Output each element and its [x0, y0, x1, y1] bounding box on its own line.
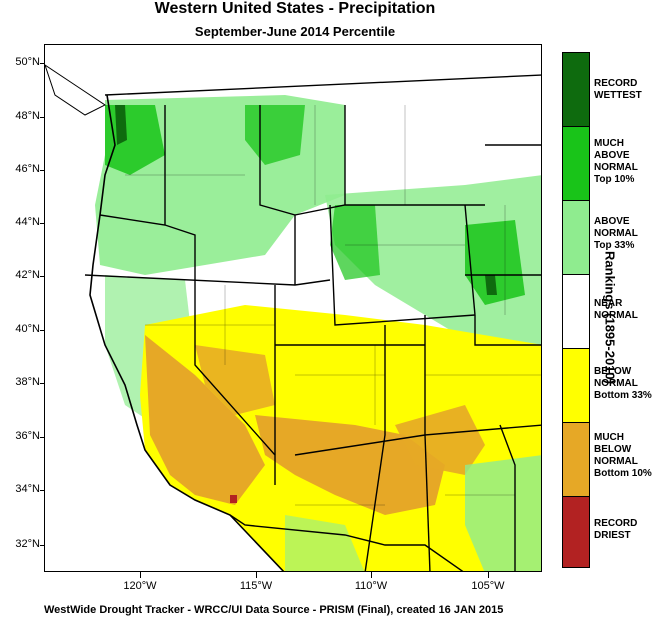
lat-tick — [40, 383, 46, 384]
lat-tick — [40, 545, 46, 546]
legend-label-near: NEAR NORMAL — [594, 298, 638, 321]
legend-label-much-below: MUCH BELOW NORMAL Bottom 10% — [594, 432, 652, 479]
vancouver-island — [45, 64, 106, 116]
much-below-nv — [195, 345, 275, 415]
lat-label-48: 48°N — [15, 110, 40, 122]
legend-label-below: BELOW NORMAL Bottom 33% — [594, 366, 652, 401]
lat-label-40: 40°N — [15, 323, 40, 335]
lat-tick — [40, 117, 46, 118]
precipitation-map — [44, 44, 542, 572]
lat-label-38: 38°N — [15, 376, 40, 388]
lon-tick — [371, 572, 372, 578]
map-title: Western United States - Precipitation — [154, 0, 436, 17]
lon-label-105: 105°W — [471, 580, 505, 592]
lat-label-50: 50°N — [15, 56, 40, 68]
legend-swatch-record-wettest — [563, 53, 589, 127]
lat-tick — [40, 437, 46, 438]
footer-credit: WestWide Drought Tracker - WRCC/UI Data … — [44, 604, 504, 616]
lat-label-34: 34°N — [15, 483, 40, 495]
lon-label-120: 120°W — [123, 580, 157, 592]
record-driest-ca — [230, 495, 237, 503]
record-wettest-seattle — [115, 105, 127, 145]
lat-tick — [40, 170, 46, 171]
much-below-nm — [395, 405, 485, 475]
coastline — [89, 94, 285, 571]
much-above-wy — [330, 205, 380, 280]
above-normal-nm-east — [465, 455, 541, 571]
legend-label-much-above: MUCH ABOVE NORMAL Top 10% — [594, 138, 638, 185]
lon-label-115: 115°W — [239, 580, 273, 592]
lat-tick — [40, 490, 46, 491]
lat-label-44: 44°N — [15, 216, 40, 228]
map-subtitle: September-June 2014 Percentile — [194, 24, 396, 39]
legend-swatch-above — [563, 201, 589, 275]
legend-label-record-driest: RECORD DRIEST — [594, 518, 638, 541]
legend-swatch-much-above — [563, 127, 589, 201]
lat-label-36: 36°N — [15, 430, 40, 442]
map-canvas — [45, 45, 541, 571]
lon-tick — [488, 572, 489, 578]
much-above-sd — [465, 220, 525, 305]
county-borders — [125, 105, 541, 506]
lat-label-46: 46°N — [15, 163, 40, 175]
much-below-ca — [145, 335, 265, 505]
lat-label-32: 32°N — [15, 538, 40, 550]
above-normal-az-south — [285, 515, 365, 571]
legend-label-above: ABOVE NORMAL Top 33% — [594, 216, 638, 251]
legend-swatch-much-below — [563, 423, 589, 497]
lat-tick — [40, 330, 46, 331]
lon-tick — [140, 572, 141, 578]
lat-tick — [40, 223, 46, 224]
lat-label-42: 42°N — [15, 269, 40, 281]
legend-title-text: Rankings (1895-2010) — [602, 251, 618, 384]
state-borders — [84, 74, 541, 571]
above-normal-plains — [325, 175, 541, 355]
lon-tick — [256, 572, 257, 578]
much-below-az — [255, 415, 445, 515]
legend-swatch-near — [563, 275, 589, 349]
legend-swatch-record-driest — [563, 497, 589, 567]
legend-bar — [562, 52, 590, 568]
legend-swatch-below — [563, 349, 589, 423]
mexico-border — [229, 514, 464, 571]
lat-tick — [40, 276, 46, 277]
lat-tick — [40, 63, 46, 64]
lon-label-110: 110°W — [354, 580, 388, 592]
record-wettest-sd — [485, 275, 497, 295]
legend-label-record-wettest: RECORD WETTEST — [594, 78, 642, 101]
